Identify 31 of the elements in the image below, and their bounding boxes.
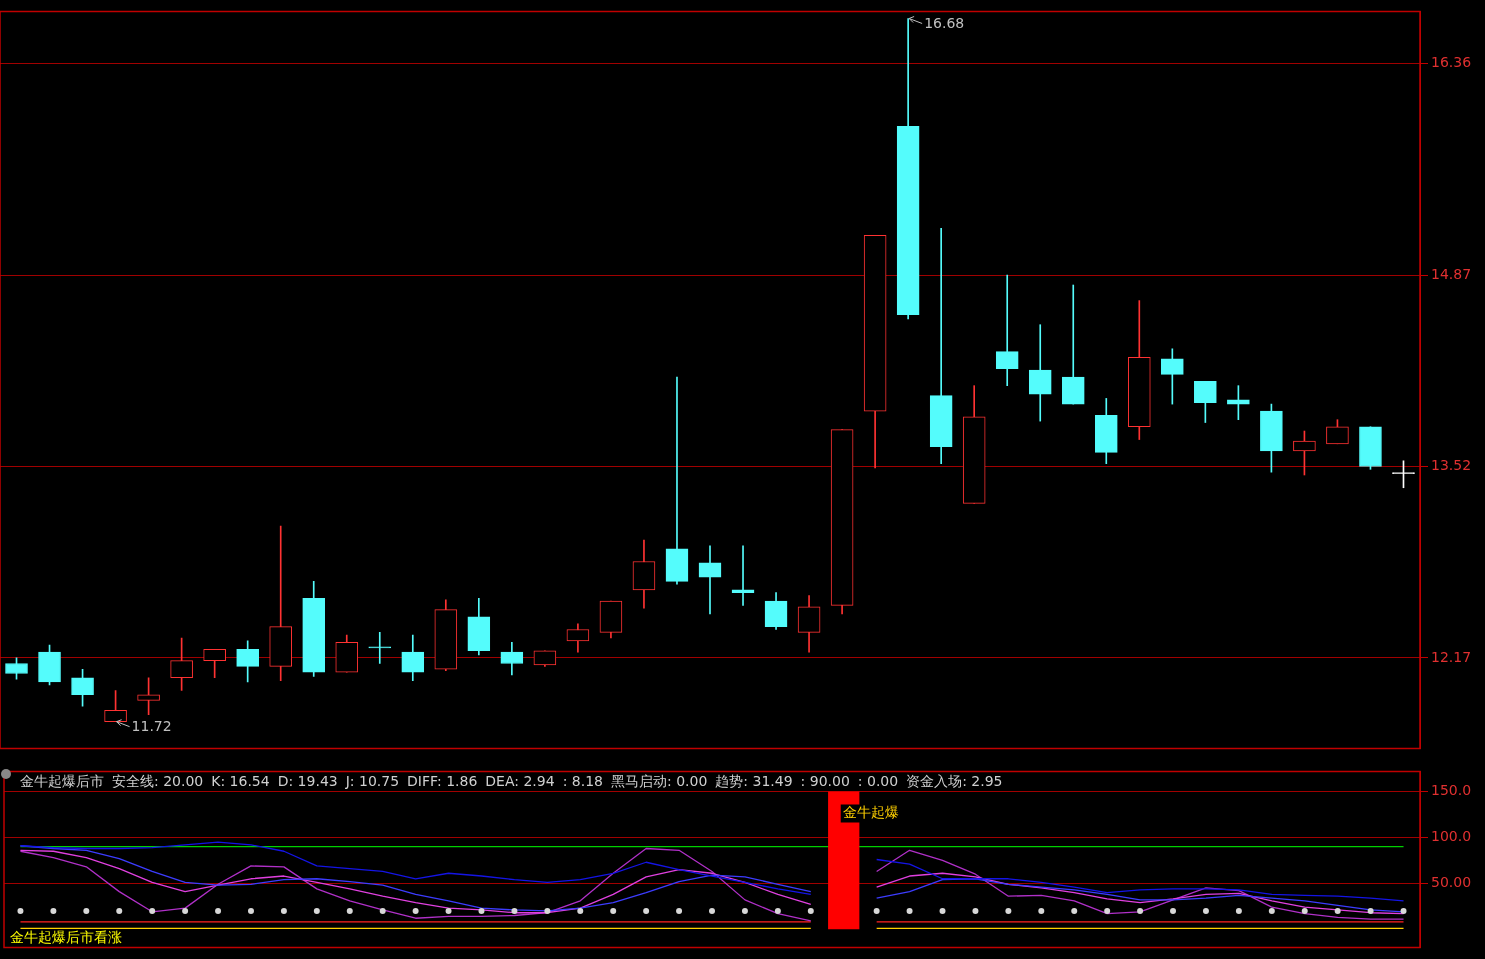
candlestick bbox=[731, 545, 755, 606]
annotation: J: 10.75 bbox=[344, 773, 400, 790]
annotation: 11.72 bbox=[131, 718, 172, 735]
candlestick bbox=[665, 376, 689, 585]
annotation: 资金入场: 2.95 bbox=[906, 773, 1003, 790]
y-tick-label: 14.87 bbox=[1431, 265, 1472, 282]
annotation: : 0.00 bbox=[857, 773, 899, 790]
annotation: 安全线: 20.00 bbox=[112, 773, 204, 790]
candlestick bbox=[698, 545, 722, 615]
chart-title: 金牛起爆后市 bbox=[20, 773, 104, 790]
annotation: : 8.18 bbox=[562, 773, 603, 790]
annotation: K: 16.54 bbox=[211, 773, 270, 790]
y-tick-label: 150.0 bbox=[1431, 782, 1472, 799]
annotation: 黑马启动: 0.00 bbox=[610, 773, 708, 790]
y-tick-label: 16.36 bbox=[1431, 54, 1472, 71]
annotation: 16.68 bbox=[924, 15, 965, 32]
candlestick bbox=[368, 632, 392, 664]
candlestick bbox=[929, 227, 953, 464]
candlestick bbox=[1061, 284, 1085, 405]
annotation: DIFF: 1.86 bbox=[407, 773, 478, 790]
annotation: 金牛起爆后市看涨 bbox=[10, 929, 122, 946]
y-tick-label: 100.0 bbox=[1431, 828, 1472, 845]
y-tick-label: 13.52 bbox=[1431, 457, 1472, 474]
annotation: 趋势: 31.49 bbox=[715, 773, 793, 790]
y-tick-label: 50.00 bbox=[1431, 874, 1472, 890]
annotation: D: 19.43 bbox=[277, 773, 338, 790]
y-tick-label: 12.17 bbox=[1431, 648, 1472, 665]
candlestick bbox=[995, 274, 1019, 386]
annotation: DEA: 2.94 bbox=[485, 773, 555, 790]
series-label: 金牛起爆 bbox=[842, 804, 899, 821]
annotation: : 90.00 bbox=[800, 773, 850, 790]
